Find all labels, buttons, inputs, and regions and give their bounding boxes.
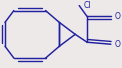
Text: O: O: [115, 40, 121, 49]
Text: O: O: [115, 12, 121, 21]
Text: Cl: Cl: [83, 1, 91, 10]
